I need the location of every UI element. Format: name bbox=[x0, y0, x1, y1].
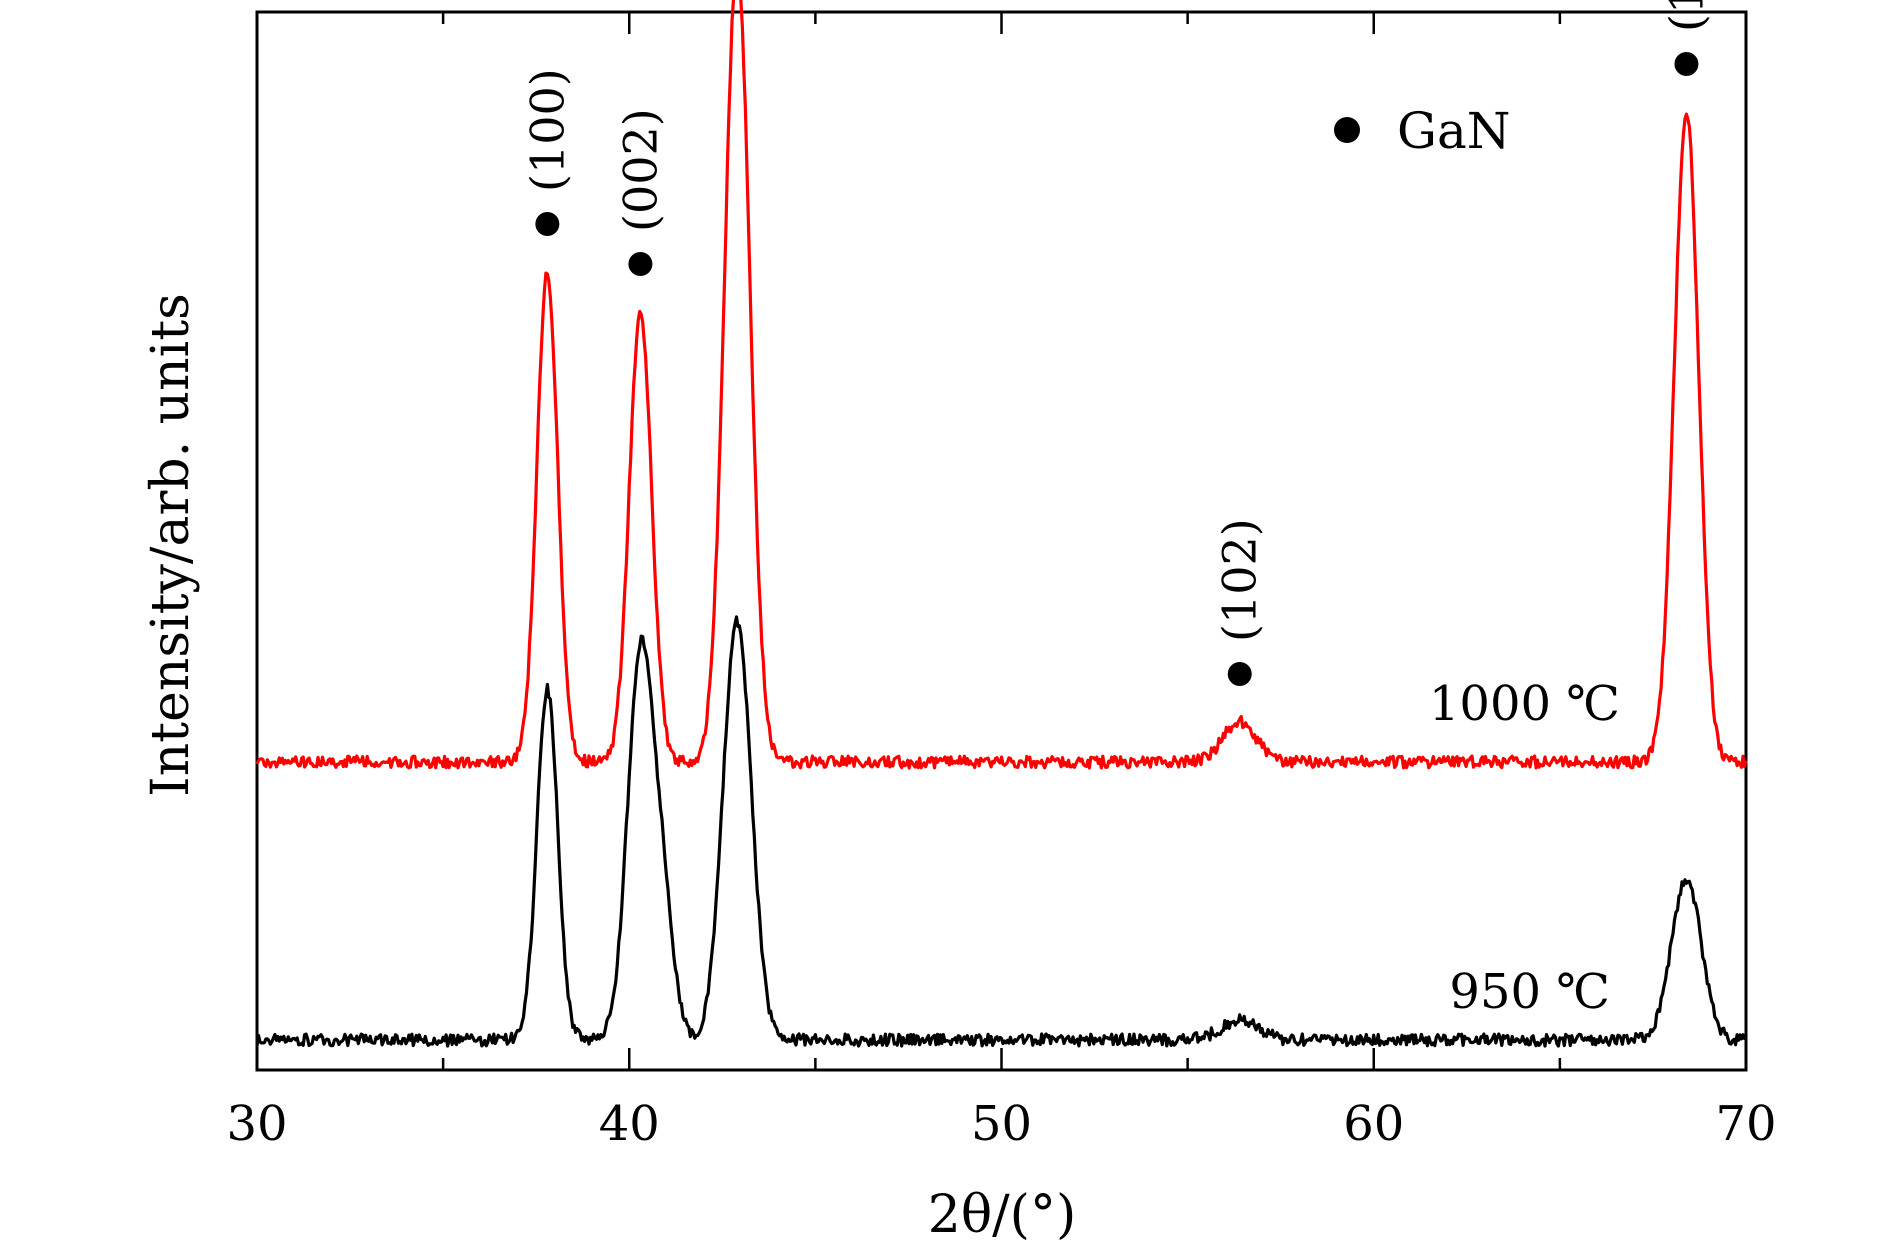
peak-marker bbox=[628, 252, 653, 276]
peak-label: (002) bbox=[613, 108, 667, 232]
peak-label: (100) bbox=[520, 68, 574, 192]
y-axis-label: Intensity/arb. units bbox=[141, 293, 201, 797]
peak-marker bbox=[1674, 52, 1699, 76]
plot-frame bbox=[255, 10, 1748, 1072]
x-tick-label: 40 bbox=[599, 1096, 660, 1152]
legend: GaN bbox=[1334, 102, 1511, 160]
legend-label: GaN bbox=[1397, 102, 1511, 160]
series-line-1 bbox=[255, 615, 1747, 1048]
peak-annotations: (100)(002)(101)(102)(110) bbox=[520, 0, 1713, 686]
tick-marks bbox=[255, 12, 1748, 1070]
peak-label: (110) bbox=[1659, 0, 1713, 32]
x-tick-label: 50 bbox=[971, 1096, 1032, 1152]
series-line-0 bbox=[255, 0, 1748, 770]
series-lines bbox=[255, 0, 1748, 1048]
peak-marker bbox=[535, 212, 560, 236]
series-label-1: 950 ℃ bbox=[1449, 964, 1610, 1020]
series-labels: 1000 ℃ 950 ℃ bbox=[1429, 676, 1620, 1020]
legend-marker bbox=[1334, 117, 1360, 143]
peak-label: (102) bbox=[1213, 518, 1267, 642]
x-axis-label: 2θ/(°) bbox=[928, 1185, 1076, 1245]
peak-marker bbox=[1227, 662, 1252, 686]
series-label-0: 1000 ℃ bbox=[1429, 676, 1620, 732]
x-tick-label: 60 bbox=[1343, 1096, 1404, 1152]
x-tick-labels: 30 40 50 60 70 bbox=[226, 1096, 1776, 1152]
x-tick-label: 30 bbox=[226, 1096, 287, 1152]
x-tick-label: 70 bbox=[1715, 1096, 1776, 1152]
